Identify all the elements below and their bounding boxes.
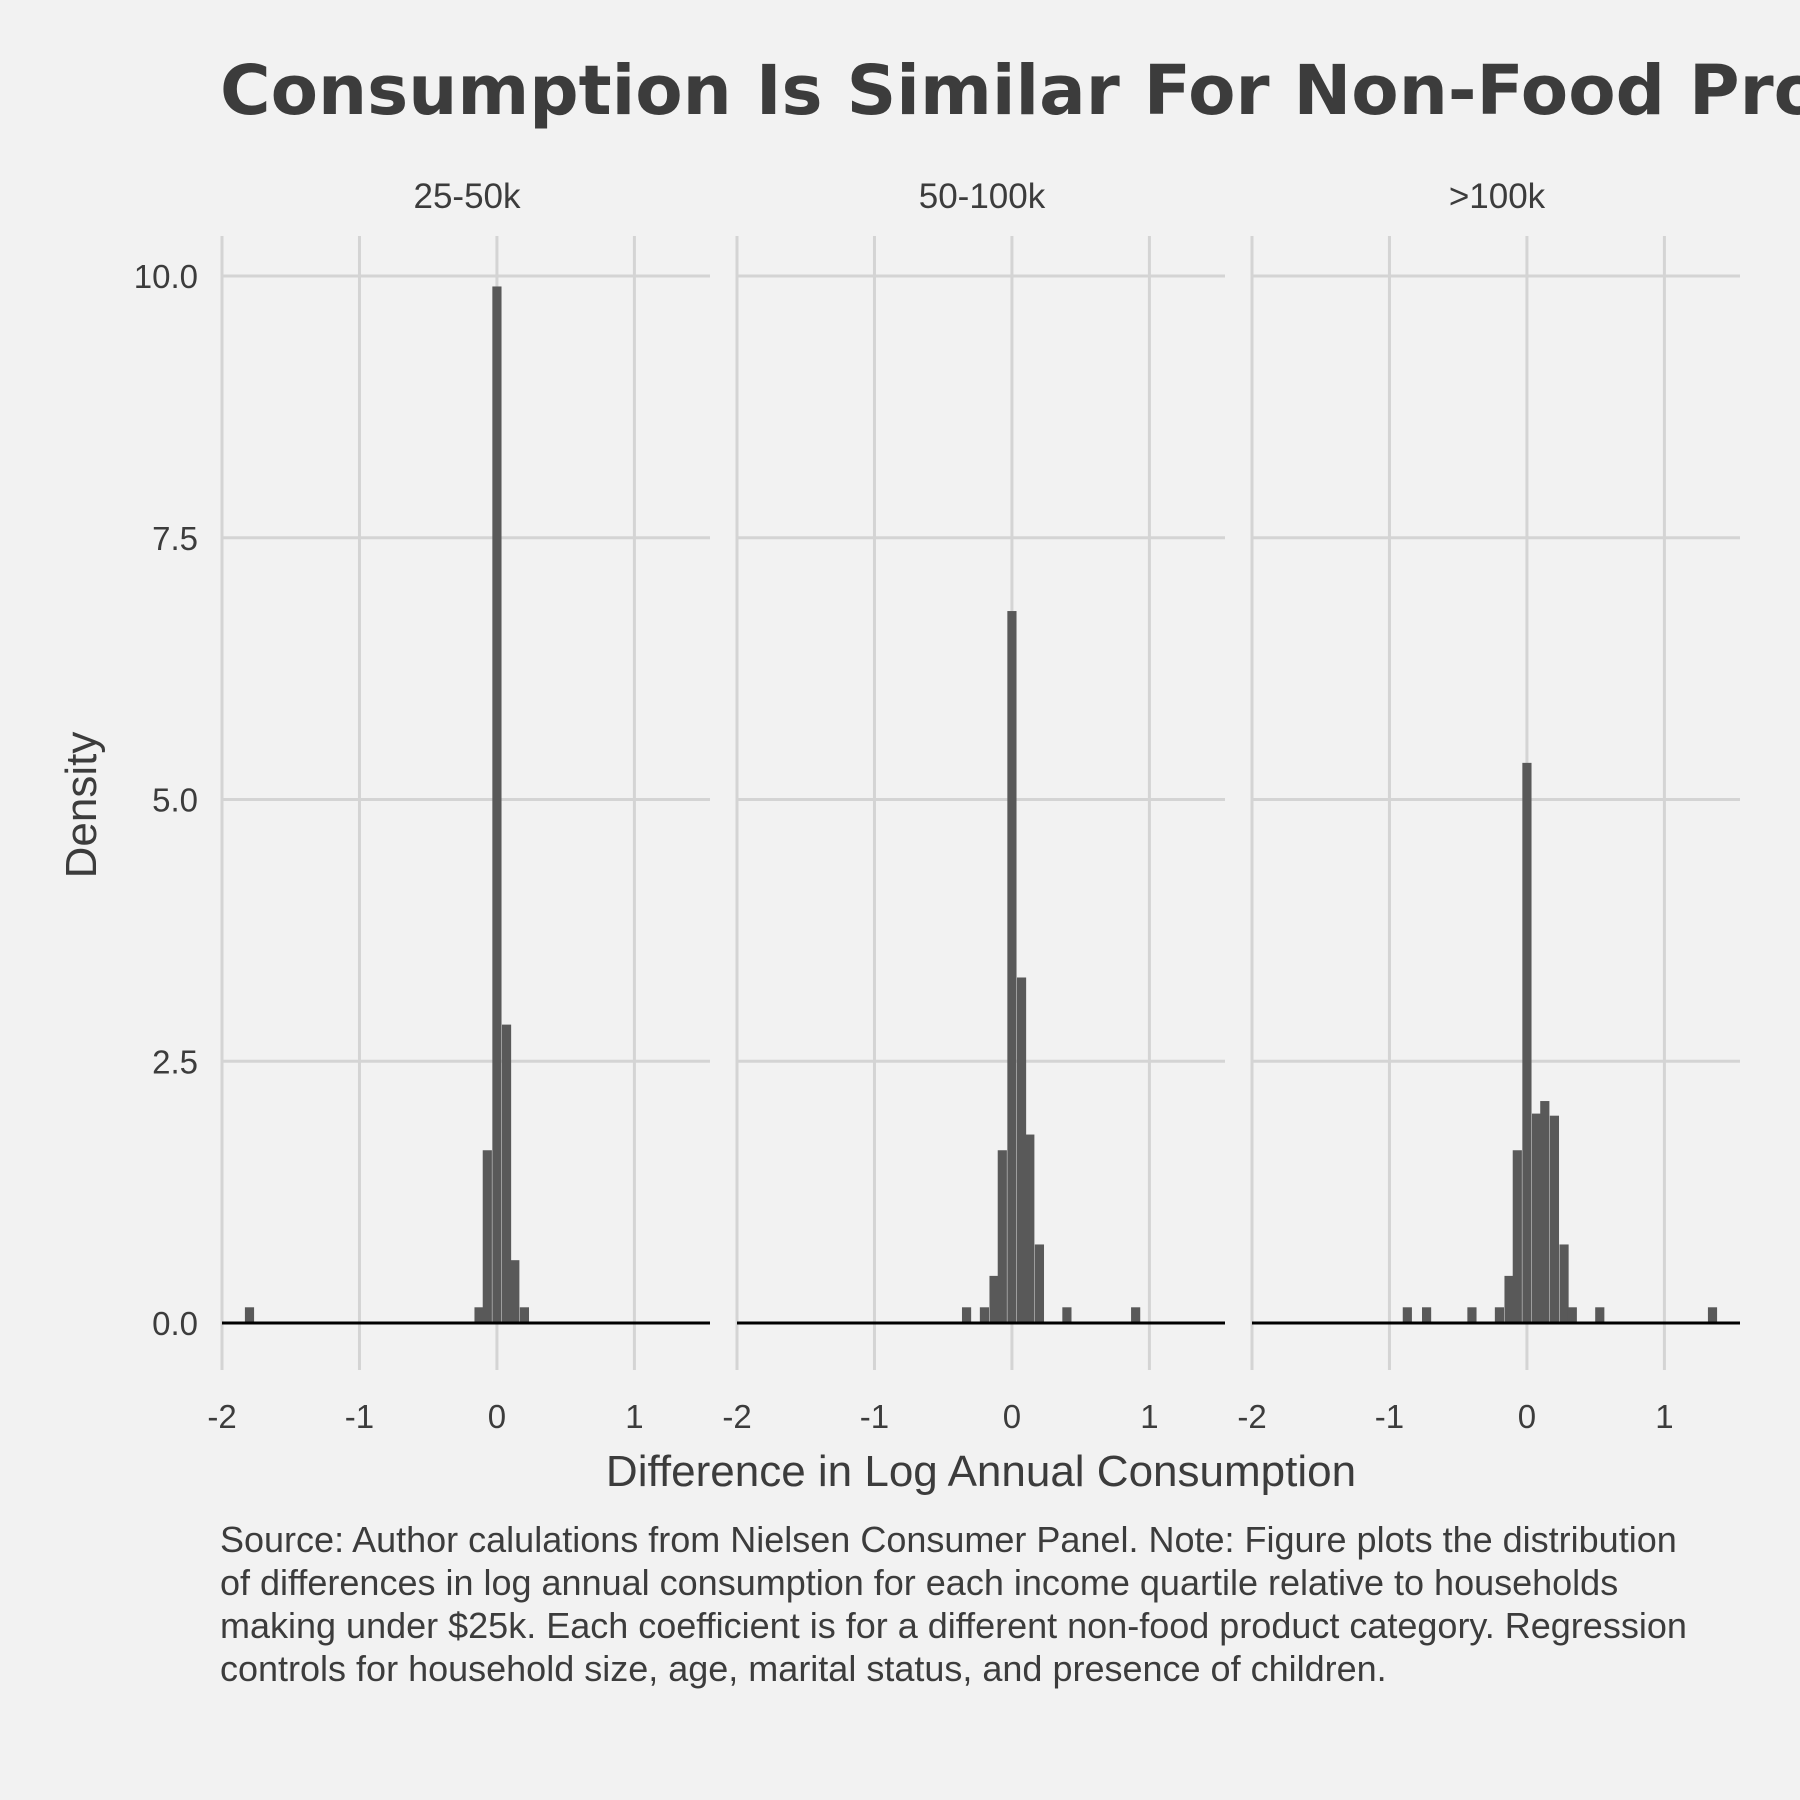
x-tick-label: 1 [625,1398,643,1435]
histogram-bar [1595,1307,1605,1323]
histogram-bar [1531,1113,1542,1323]
histogram-bar [1467,1307,1477,1323]
histogram-bar [1422,1307,1432,1323]
y-tick-label: 10.0 [134,258,198,295]
histogram-bar [1540,1101,1550,1323]
histogram-bar [1402,1307,1412,1323]
histogram-bar [961,1307,972,1323]
histogram-bar [1522,762,1532,1323]
y-tick-label: 2.5 [152,1043,198,1080]
facet-panel: >100k -2 -1 0 1 [1237,177,1740,1435]
facet-label: 25-50k [413,177,521,216]
histogram-bar [997,1150,1007,1323]
facet-label: 50-100k [919,177,1046,216]
histogram-bar [1707,1307,1718,1323]
histogram-bar [1007,611,1017,1323]
histogram-bar [474,1307,484,1323]
y-axis-title: Density [57,732,106,879]
x-tick-label: 0 [1003,1398,1021,1435]
histogram-bar [1034,1244,1045,1323]
histogram-bar [989,1275,999,1323]
x-tick-label: 0 [488,1398,506,1435]
x-axis-title: Difference in Log Annual Consumption [606,1447,1356,1496]
x-tick-label: 1 [1655,1398,1673,1435]
facet-panel: 50-100k -2 -1 0 1 [722,177,1225,1435]
histogram-bar [244,1307,255,1323]
y-tick-labels: 0.0 2.5 5.0 7.5 10.0 [134,258,198,1342]
chart-caption: Source: Author calulations from Nielsen … [220,1519,1687,1689]
x-tick-label: -2 [722,1398,751,1435]
facet-panels: 25-50k -2 -1 0 1 50-100k -2 -1 0 1 >100k -2 -1 0 1 [207,177,1740,1435]
histogram-bar [1016,977,1027,1323]
histogram-bar [510,1260,520,1323]
histogram-bar [1494,1307,1505,1323]
histogram-bar [1504,1275,1514,1323]
x-tick-label: -2 [1237,1398,1266,1435]
histogram-bar [492,286,502,1324]
histogram-bar [979,1307,990,1323]
x-tick-label: 0 [1518,1398,1536,1435]
x-tick-label: -1 [1375,1398,1404,1435]
chart-title: Consumption Is Similar For Non-Food Prod… [220,51,1800,131]
x-tick-label: -1 [345,1398,374,1435]
histogram-bar [1062,1307,1072,1323]
x-tick-label: 1 [1140,1398,1158,1435]
histogram-bar [1131,1307,1141,1323]
histogram-bar [1512,1150,1522,1323]
x-tick-label: -1 [860,1398,889,1435]
facet-panel: 25-50k -2 -1 0 1 [207,177,710,1435]
y-tick-label: 7.5 [152,520,198,557]
x-tick-label: -2 [207,1398,236,1435]
histogram-bar [1025,1134,1035,1323]
histogram-bar [1549,1115,1560,1323]
y-tick-label: 5.0 [152,782,198,819]
histogram-bar [1567,1307,1577,1323]
y-tick-label: 0.0 [152,1305,198,1342]
histogram-bar [519,1307,530,1323]
histogram-bar [501,1024,512,1323]
histogram-bar [482,1150,492,1323]
facet-label: >100k [1449,177,1546,216]
histogram-bar [1559,1244,1569,1323]
